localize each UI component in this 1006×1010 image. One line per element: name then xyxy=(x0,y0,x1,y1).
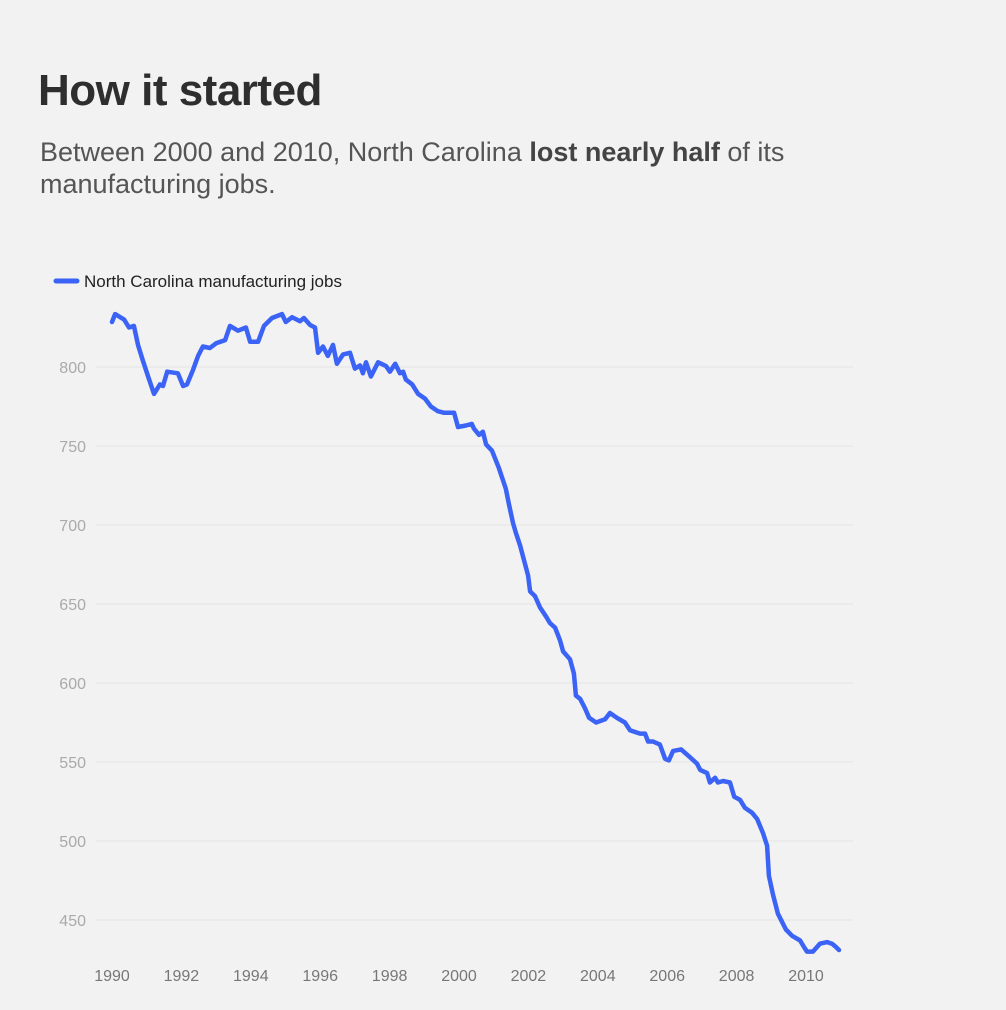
subtitle-text-start: Between 2000 and 2010, North Carolina xyxy=(40,137,530,167)
y-tick-label: 700 xyxy=(59,518,86,535)
x-tick-label: 2004 xyxy=(580,968,616,985)
gridlines xyxy=(96,366,853,921)
y-tick-label: 500 xyxy=(59,834,86,851)
x-tick-label: 2002 xyxy=(511,968,547,985)
y-tick-label: 650 xyxy=(59,597,86,614)
x-axis-ticks: 1990 1992 1994 1996 1998 2000 2002 2004 2006 2008… xyxy=(94,968,824,985)
x-tick-label: 2010 xyxy=(788,968,824,985)
y-tick-label: 800 xyxy=(59,360,86,377)
y-tick-label: 600 xyxy=(59,676,86,693)
x-tick-label: 1994 xyxy=(233,968,269,985)
x-tick-label: 1996 xyxy=(302,968,338,985)
y-tick-label: 550 xyxy=(59,755,86,772)
chart-subtitle: Between 2000 and 2010, North Carolina lo… xyxy=(40,136,900,200)
subtitle-emphasis: lost nearly half xyxy=(529,137,720,167)
legend-label: North Carolina manufacturing jobs xyxy=(84,272,342,291)
subtitle-text-end: of its manufacturing jobs. xyxy=(40,137,785,199)
x-tick-label: 2000 xyxy=(441,968,477,985)
y-tick-label: 750 xyxy=(59,439,86,456)
chart-title: How it started xyxy=(38,66,322,115)
x-tick-label: 2006 xyxy=(649,968,685,985)
x-tick-label: 2008 xyxy=(719,968,755,985)
x-tick-label: 1990 xyxy=(94,968,130,985)
y-tick-label: 450 xyxy=(59,913,86,930)
x-tick-label: 1992 xyxy=(164,968,200,985)
legend: North Carolina manufacturing jobs xyxy=(53,272,342,291)
x-tick-label: 1998 xyxy=(372,968,408,985)
series-line-nc-manufacturing-jobs xyxy=(109,311,842,954)
y-axis-ticks: 450 500 550 600 650 700 750 800 xyxy=(59,360,86,930)
